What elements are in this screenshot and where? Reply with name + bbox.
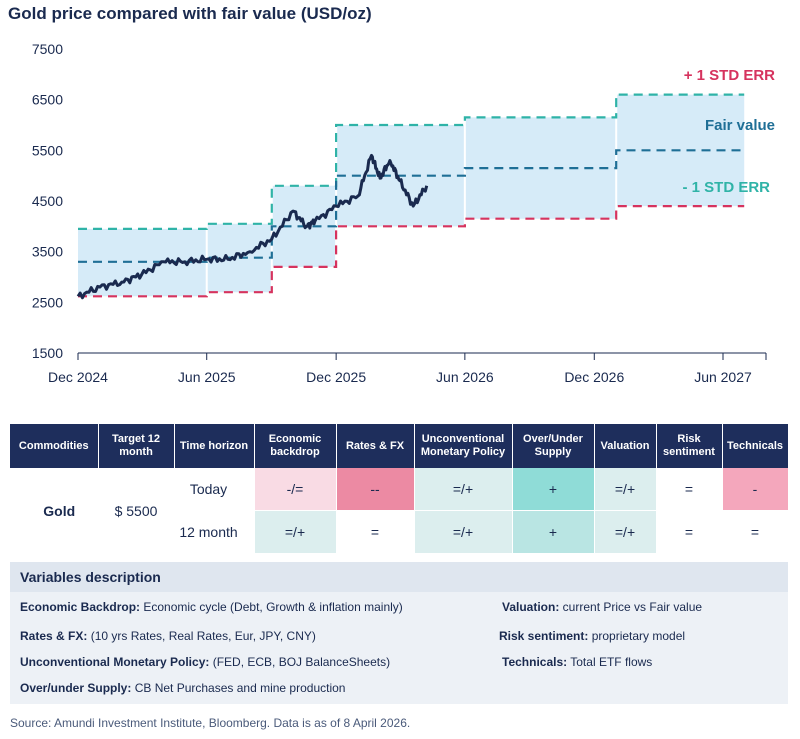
var-technicals: Technicals: Total ETF flows bbox=[502, 655, 653, 669]
header-economic-backdrop: Economic backdrop bbox=[254, 424, 337, 468]
header-rates-fx: Rates & FX bbox=[336, 424, 415, 468]
gold-chart: 1500 2500 3500 4500 5500 6500 7500 Dec 2024 Jun … bbox=[32, 41, 775, 385]
gold-price-line bbox=[76, 153, 429, 300]
table-row-12month: 12 month =/+ = =/+ + =/+ = = bbox=[10, 510, 789, 554]
var-valuation: Valuation: current Price vs Fair value bbox=[502, 600, 703, 614]
x-tick-label: Dec 2025 bbox=[306, 369, 366, 385]
annotation-label: - 1 STD ERR bbox=[682, 179, 770, 196]
y-tick-label: 5500 bbox=[32, 142, 63, 158]
x-tick-label: Jun 2025 bbox=[178, 369, 236, 385]
series-layer bbox=[76, 93, 745, 300]
header-valuation: Valuation bbox=[594, 424, 657, 468]
horizon-today: Today bbox=[174, 468, 255, 511]
cell-today-unconventional: =/+ bbox=[414, 468, 513, 511]
y-tick-label: 7500 bbox=[32, 41, 63, 57]
x-tick-label: Dec 2024 bbox=[48, 369, 108, 385]
variables-panel: Variables description Economic Backdrop:… bbox=[10, 562, 788, 704]
cell-12m-technicals: = bbox=[722, 510, 789, 554]
cell-12m-risk: = bbox=[656, 510, 723, 554]
target-value: $ 5500 bbox=[98, 468, 175, 554]
source-note: Source: Amundi Investment Institute, Blo… bbox=[10, 716, 411, 730]
header-over-under-supply: Over/Under Supply bbox=[512, 424, 595, 468]
cell-12m-valuation: =/+ bbox=[594, 510, 657, 554]
cell-12m-rates: = bbox=[336, 510, 415, 554]
var-over-under-supply: Over/under Supply: CB Net Purchases and … bbox=[20, 681, 346, 695]
variables-title: Variables description bbox=[10, 562, 788, 592]
y-tick-label: 2500 bbox=[32, 294, 63, 310]
std-err-band bbox=[78, 94, 745, 297]
header-risk-sentiment: Risk sentiment bbox=[656, 424, 723, 468]
var-risk-sentiment: Risk sentiment: proprietary model bbox=[499, 629, 686, 643]
fair-value-line bbox=[78, 149, 745, 263]
axis-layer: 1500 2500 3500 4500 5500 6500 7500 Dec 2024 Jun … bbox=[32, 41, 767, 385]
annotation-layer: + 1 STD ERR Fair value - 1 STD ERR bbox=[682, 67, 775, 196]
horizon-12month: 12 month bbox=[174, 510, 255, 554]
y-tick-label: 4500 bbox=[32, 193, 63, 209]
cell-12m-unconventional: =/+ bbox=[414, 510, 513, 554]
x-tick-label: Jun 2026 bbox=[436, 369, 494, 385]
header-time-horizon: Time horizon bbox=[174, 424, 255, 468]
header-target: Target 12 month bbox=[98, 424, 175, 468]
var-economic-backdrop: Economic Backdrop: Economic cycle (Debt,… bbox=[20, 600, 403, 614]
table-row-today: Gold $ 5500 Today -/= -- =/+ + =/+ = - bbox=[10, 468, 789, 554]
var-unconventional: Unconventional Monetary Policy: (FED, EC… bbox=[20, 655, 391, 669]
commodity-name: Gold bbox=[10, 468, 99, 554]
x-tick-label: Jun 2027 bbox=[694, 369, 752, 385]
band-layer bbox=[78, 92, 745, 299]
y-tick-label: 3500 bbox=[32, 244, 63, 260]
y-tick-label: 6500 bbox=[32, 92, 63, 108]
lower-std-line bbox=[78, 205, 745, 298]
chart-title: Gold price compared with fair value (USD… bbox=[8, 4, 372, 23]
cell-12m-economic: =/+ bbox=[254, 510, 337, 554]
y-tick-label: 1500 bbox=[32, 345, 63, 361]
cell-today-technicals: - bbox=[722, 468, 789, 511]
cell-today-rates: -- bbox=[336, 468, 415, 511]
cell-today-economic: -/= bbox=[254, 468, 337, 511]
x-tick-label: Dec 2026 bbox=[564, 369, 624, 385]
cell-today-valuation: =/+ bbox=[594, 468, 657, 511]
signal-table: Commodities Target 12 month Time horizon… bbox=[10, 424, 789, 554]
cell-12m-supply: + bbox=[512, 510, 595, 554]
upper-std-line bbox=[78, 93, 745, 230]
cell-today-supply: + bbox=[512, 468, 595, 511]
header-unconventional-monetary-policy: Unconventional Monetary Policy bbox=[414, 424, 513, 468]
annotation-label: Fair value bbox=[705, 117, 775, 134]
header-technicals: Technicals bbox=[722, 424, 789, 468]
var-rates-fx: Rates & FX: (10 yrs Rates, Real Rates, E… bbox=[20, 629, 316, 643]
cell-today-risk: = bbox=[656, 468, 723, 511]
header-commodities: Commodities bbox=[10, 424, 99, 468]
annotation-label: + 1 STD ERR bbox=[684, 67, 775, 84]
table-header-row: Commodities Target 12 month Time horizon… bbox=[10, 424, 789, 468]
